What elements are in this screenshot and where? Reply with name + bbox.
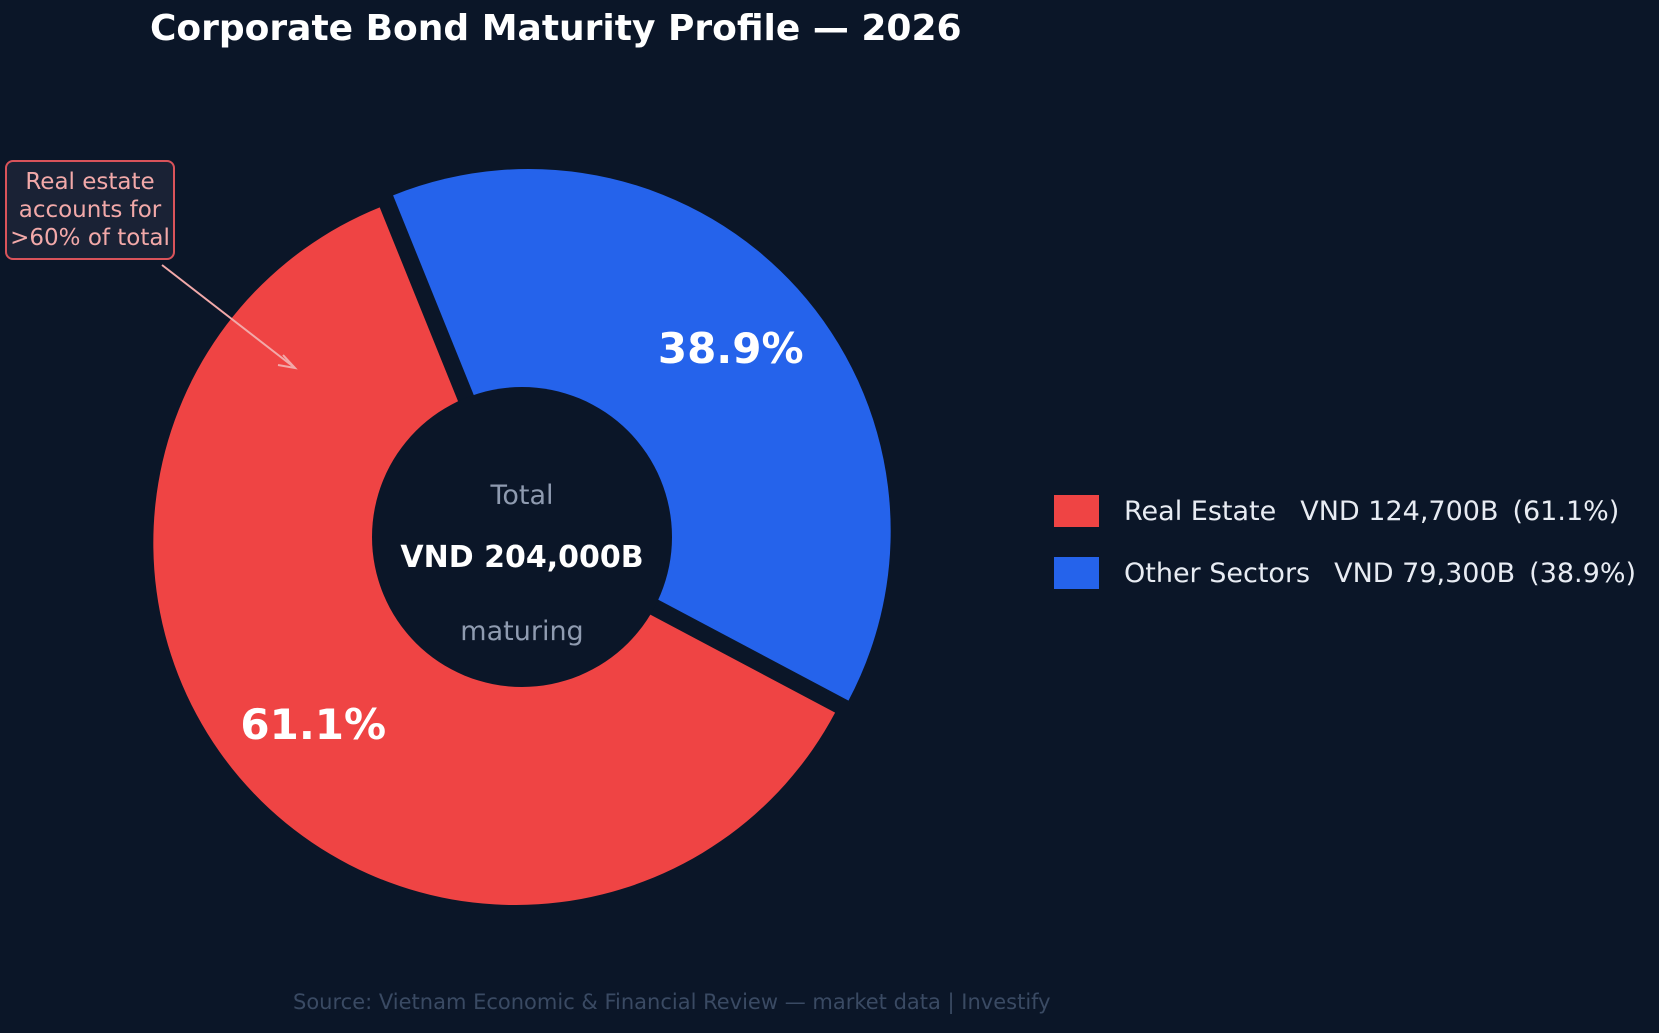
callout-arrowhead <box>277 354 298 370</box>
center-label-value: VND 204,000B <box>400 540 643 575</box>
center-label-bottom: maturing <box>460 616 583 647</box>
percent-label-real-estate: 61.1% <box>240 700 386 749</box>
legend-swatch-real-estate <box>1054 495 1099 527</box>
legend-value: VND 124,700B <box>1300 495 1499 527</box>
legend-name: Other Sectors <box>1124 557 1311 589</box>
chart-title: Corporate Bond Maturity Profile — 2026 <box>150 8 962 49</box>
legend: Real Estate VND 124,700B (61.1%) Other Sec… <box>1054 480 1636 604</box>
percent-label-other-sectors: 38.9% <box>658 324 804 373</box>
legend-text-other-sectors: Other Sectors VND 79,300B (38.9%) <box>1124 558 1636 589</box>
percent-labels: 38.9% 61.1% <box>240 324 803 749</box>
legend-text-real-estate: Real Estate VND 124,700B (61.1%) <box>1124 496 1619 527</box>
legend-value: VND 79,300B <box>1334 557 1516 589</box>
legend-item-real-estate: Real Estate VND 124,700B (61.1%) <box>1054 480 1636 542</box>
callout-line-3: >60% of total <box>10 225 170 251</box>
legend-swatch-other-sectors <box>1054 557 1099 589</box>
legend-item-other-sectors: Other Sectors VND 79,300B (38.9%) <box>1054 542 1636 604</box>
center-label-top: Total <box>489 480 553 511</box>
callout-line-2: accounts for <box>18 197 162 223</box>
callout-annotation: Real estate accounts for >60% of total <box>5 160 175 260</box>
callout-line-1: Real estate <box>25 169 155 195</box>
legend-pct: (38.9%) <box>1529 557 1637 589</box>
legend-pct: (61.1%) <box>1512 495 1620 527</box>
donut-slice-other-sectors <box>393 168 891 701</box>
donut-hole <box>372 387 672 687</box>
legend-name: Real Estate <box>1124 495 1277 527</box>
callout-arrow <box>161 264 296 369</box>
source-note: Source: Vietnam Economic & Financial Rev… <box>293 990 1051 1014</box>
